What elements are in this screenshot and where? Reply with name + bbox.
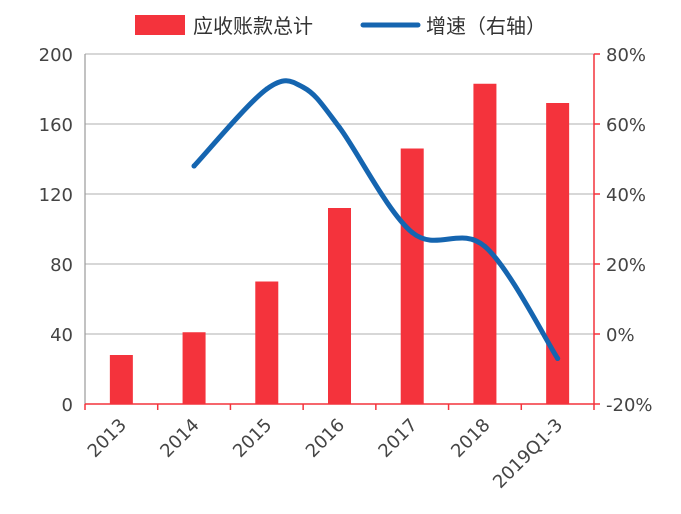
right-tick-label: 0% — [606, 325, 635, 346]
legend-bar-swatch — [135, 15, 185, 35]
left-tick-label: 160 — [39, 115, 73, 136]
line-point-2016 — [337, 125, 342, 130]
right-tick-label: -20% — [606, 395, 653, 416]
left-tick-label: 120 — [39, 185, 73, 206]
x-tick-label: 2015 — [229, 415, 276, 462]
line-point-2018 — [482, 244, 488, 249]
x-tick-label: 2014 — [156, 415, 203, 462]
right-tick-label: 80% — [606, 45, 646, 66]
x-tick-label: 2019Q1-3 — [489, 415, 567, 493]
gridlines — [85, 53, 594, 335]
left-tick-label: 40 — [50, 325, 73, 346]
left-tick-label: 80 — [50, 255, 73, 276]
line-point-2015 — [264, 86, 270, 92]
legend-bar-label: 应收账款总计 — [193, 14, 313, 38]
bar-2014 — [182, 332, 206, 404]
right-tick-label: 60% — [606, 115, 646, 136]
left-axis-ticks: 0 40 80 120 160 200 — [39, 45, 73, 416]
bar-2017 — [400, 148, 424, 404]
x-tick-label: 2016 — [302, 415, 349, 462]
legend: 应收账款总计 增速（右轴） — [135, 14, 546, 38]
right-tick-label: 20% — [606, 255, 646, 276]
bar-2013 — [109, 355, 133, 404]
right-tick-label: 40% — [606, 185, 646, 206]
x-tick-label: 2018 — [447, 415, 494, 462]
line-series — [191, 78, 561, 361]
x-tick-label: 2017 — [375, 415, 422, 462]
bar-2019Q1-3 — [546, 103, 570, 404]
bar-2016 — [328, 208, 351, 404]
x-tick-label: 2013 — [84, 415, 131, 462]
right-axis-ticks: -20% 0% 20% 40% 60% 80% — [606, 45, 653, 416]
bar-2015 — [255, 281, 279, 404]
bar-series — [109, 83, 570, 404]
left-tick-label: 200 — [39, 45, 73, 66]
growth-line — [191, 78, 561, 361]
legend-line-label: 增速（右轴） — [426, 14, 546, 38]
line-point-2014 — [191, 163, 197, 169]
line-point-2019Q1-3 — [555, 356, 561, 361]
line-point-2017 — [409, 230, 415, 235]
left-tick-label: 0 — [62, 395, 73, 416]
axes — [84, 53, 600, 410]
